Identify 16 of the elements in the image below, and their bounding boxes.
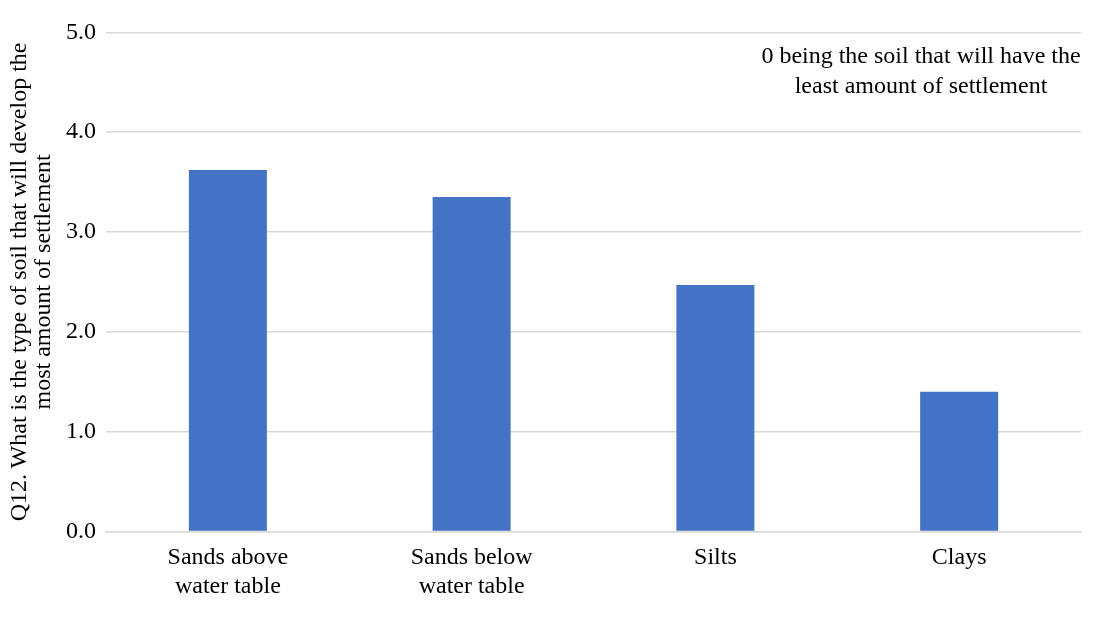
- x-tick-label: Sands above water table: [167, 543, 289, 598]
- bar: [188, 170, 267, 531]
- bar: [676, 284, 755, 531]
- x-tick-label: Sands below water table: [410, 543, 534, 598]
- bar: [432, 197, 511, 531]
- y-tick-label: 4.0: [66, 117, 96, 144]
- y-tick-label: 1.0: [66, 416, 96, 443]
- y-tick-label: 5.0: [66, 17, 96, 44]
- annotation: 0 being the soil that will have the least amount of settlement: [761, 41, 1081, 98]
- y-tick-label: 3.0: [66, 217, 96, 244]
- y-tick-label: 2.0: [66, 317, 96, 344]
- y-axis-title: Q12. What is the type of soil that will develop the most amount of settlement: [5, 42, 56, 522]
- x-tick-label: Clays: [931, 543, 987, 570]
- x-tick-label: Silts: [694, 543, 737, 570]
- y-tick-label: 0.0: [66, 516, 96, 543]
- bar: [920, 391, 999, 531]
